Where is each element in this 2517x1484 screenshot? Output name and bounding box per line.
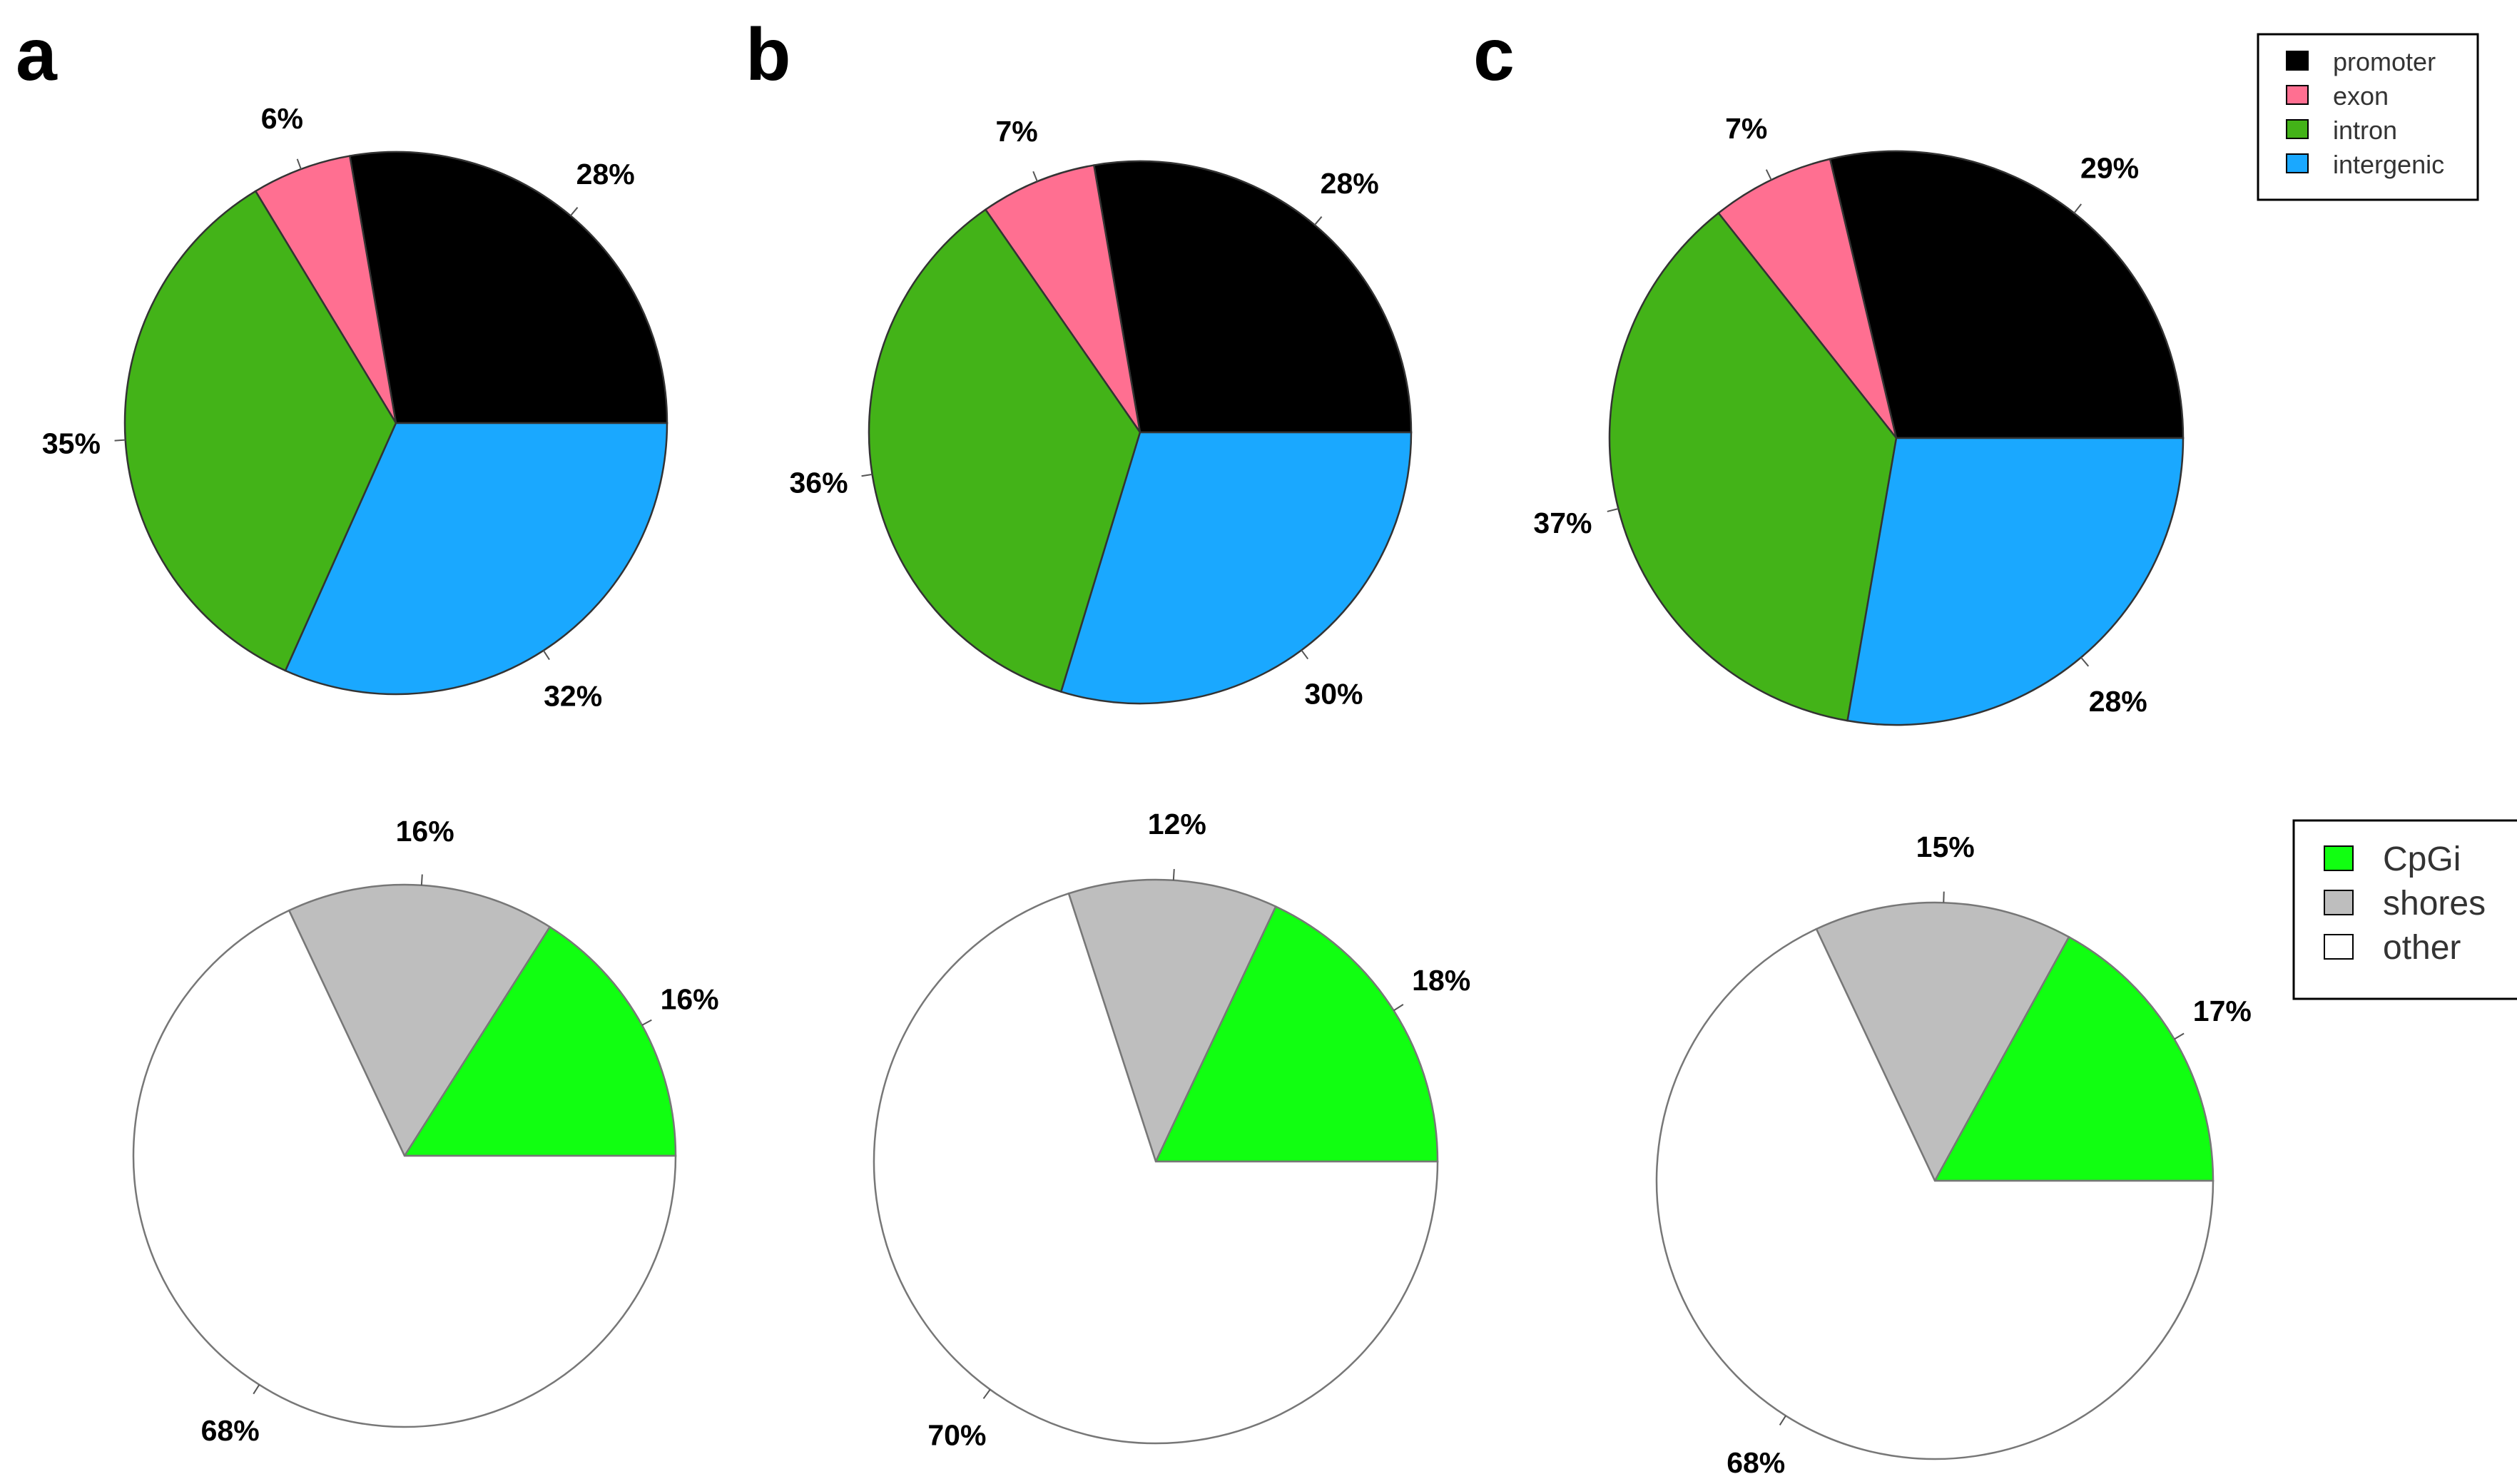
pie-tick-promoter	[2073, 203, 2082, 214]
pie-tick-promoter	[1313, 216, 1323, 225]
pie-slice-exon	[984, 164, 1141, 433]
pie-chart-a-cpg: 16% 16% 68%	[132, 815, 719, 1447]
panel-letters: a b c	[16, 14, 1515, 96]
legend-label-intron: intron	[2333, 116, 2397, 145]
pie-tick-CpGi	[2174, 1032, 2185, 1040]
pie-tick-intron	[861, 473, 873, 477]
panel-label-a: a	[16, 14, 58, 96]
pie-slice-intron	[123, 190, 397, 672]
pie-tick-intron	[1607, 508, 1619, 512]
pie-chart-a-genomic: 28% 6% 35% 32%	[42, 102, 668, 713]
pie-chart-c-genomic: 29% 7% 37% 28%	[1533, 112, 2185, 726]
pie-label-shores: 15%	[1916, 830, 1975, 863]
pie-label-intron: 35%	[42, 427, 101, 459]
pie-slice-CpGi	[1933, 935, 2215, 1182]
pie-slice-intron	[1608, 211, 1898, 722]
pie-slice-promoter	[1092, 160, 1413, 434]
pie-tick-exon	[1765, 169, 1772, 181]
pie-tick-intergenic	[1301, 649, 1309, 660]
legend-swatch-exon	[2286, 85, 2309, 105]
pie-label-promoter: 28%	[1321, 167, 1379, 200]
legend-swatch-shores	[2324, 890, 2354, 915]
pie-slice-intron	[868, 208, 1141, 693]
pie-slice-CpGi	[1154, 905, 1439, 1163]
legend-label-exon: exon	[2333, 81, 2389, 111]
pie-label-CpGi: 16%	[661, 982, 719, 1015]
pie-slice-other	[873, 892, 1439, 1445]
legend-swatch-intergenic	[2286, 153, 2309, 173]
legend-swatch-promoter	[2286, 51, 2309, 71]
pie-slice-shores	[1815, 901, 2070, 1183]
legend-swatch-cpgi	[2324, 845, 2354, 871]
pie-label-other: 68%	[1727, 1446, 1785, 1479]
pie-label-exon: 7%	[996, 115, 1038, 148]
legend-swatch-intron	[2286, 119, 2309, 139]
pie-slice-shores	[288, 883, 551, 1158]
pie-slice-intergenic	[284, 422, 668, 696]
legend-label-cpgi: CpGi	[2383, 840, 2461, 878]
pie-label-promoter: 29%	[2080, 152, 2139, 185]
pie-tick-exon	[1032, 171, 1038, 182]
pie-tick-exon	[296, 158, 302, 170]
pie-label-intergenic: 28%	[2089, 685, 2147, 718]
pie-label-exon: 7%	[1725, 112, 1767, 145]
pie-tick-intron	[114, 439, 126, 442]
pie-label-shores: 12%	[1148, 808, 1206, 840]
pie-label-other: 68%	[201, 1414, 260, 1447]
legend-cpg: CpGi shores other	[2292, 819, 2517, 1000]
pie-chart-c-cpg: 17% 15% 68%	[1655, 830, 2252, 1479]
pie-tick-CpGi	[641, 1019, 652, 1026]
pie-slice-promoter	[348, 151, 668, 425]
pie-slice-exon	[1717, 158, 1898, 439]
pie-tick-other	[1779, 1415, 1786, 1425]
pie-label-shores: 16%	[396, 815, 454, 848]
legend-label-promoter: promoter	[2333, 47, 2436, 76]
pie-slice-intergenic	[1059, 431, 1413, 705]
legend-swatch-other	[2324, 934, 2354, 960]
pie-slice-CpGi	[402, 925, 677, 1157]
pie-charts: 28% 6% 35% 32% 28% 7% 36% 30% 29% 7% 37% 28% 16% 16% 6…	[42, 102, 2252, 1479]
legend-label-intergenic: intergenic	[2333, 150, 2444, 179]
pie-slice-intergenic	[1846, 437, 2185, 726]
pie-tick-intergenic	[2080, 656, 2090, 667]
pie-tick-CpGi	[1393, 1004, 1404, 1012]
pie-label-exon: 6%	[261, 102, 303, 135]
pie-tick-intergenic	[542, 650, 550, 661]
pie-tick-other	[253, 1384, 260, 1395]
panel-label-b: b	[746, 14, 791, 96]
pie-tick-promoter	[569, 207, 579, 216]
legend-genomic: promoter exon intron intergenic	[2257, 33, 2479, 201]
pie-label-promoter: 28%	[576, 158, 635, 190]
pie-label-CpGi: 18%	[1412, 964, 1470, 997]
pie-label-intergenic: 32%	[544, 680, 602, 713]
pie-slice-promoter	[1829, 150, 2185, 439]
panel-label-c: c	[1473, 14, 1515, 96]
pie-slice-exon	[254, 155, 397, 424]
pie-label-intergenic: 30%	[1304, 677, 1363, 710]
pie-chart-b-cpg: 18% 12% 70%	[873, 808, 1470, 1451]
pie-label-CpGi: 17%	[2193, 995, 2252, 1027]
pie-tick-other	[982, 1388, 991, 1399]
pie-label-other: 70%	[927, 1418, 986, 1451]
pie-label-intron: 36%	[789, 467, 848, 499]
pie-chart-b-genomic: 28% 7% 36% 30%	[789, 115, 1413, 710]
legend-label-other: other	[2383, 929, 2461, 967]
legend-label-shores: shores	[2383, 885, 2486, 923]
pie-label-intron: 37%	[1533, 507, 1592, 539]
